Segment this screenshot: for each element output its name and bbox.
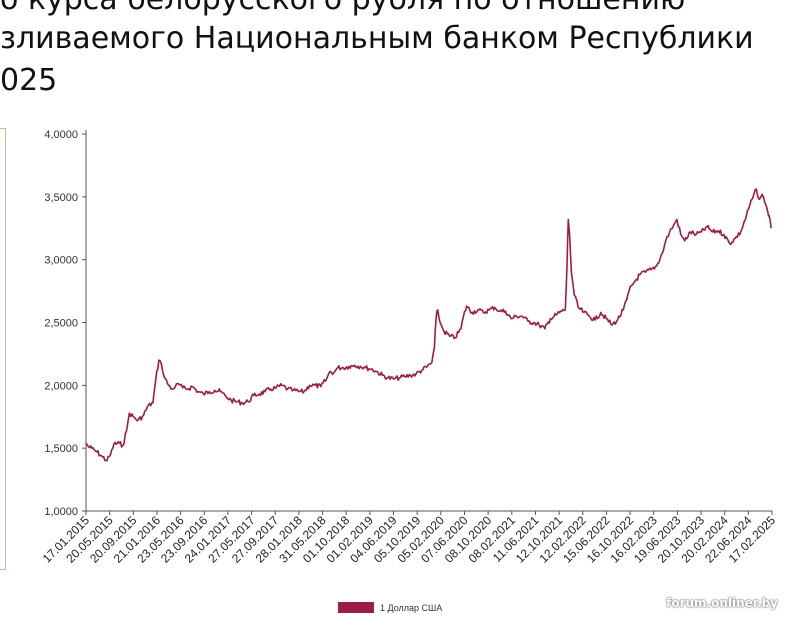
y-tick-label: 3,5000 — [44, 192, 78, 204]
watermark: forum.onliner.by — [666, 596, 778, 610]
chart-title-line-3: 025 — [0, 63, 58, 98]
y-axis: 1,0000 1,5000 2,0000 2,5000 3,0000 3,5000 4,00… — [44, 129, 87, 518]
y-tick-label: 1,0000 — [44, 506, 78, 518]
line-chart: 1,0000 1,5000 2,0000 2,5000 3,0000 3,5000 4,00… — [40, 129, 779, 566]
legend-label: 1 Доллар США — [380, 602, 443, 613]
chart-title-line-1: о курса белорусского рубля по отношению — [0, 0, 685, 15]
legend-swatch — [338, 602, 374, 613]
chart-title-line-2: зливаемого Национальным банком Республик… — [0, 21, 754, 56]
left-panel-frame — [0, 128, 6, 570]
y-tick-label: 4,0000 — [44, 129, 78, 141]
y-tick-label: 2,0000 — [44, 380, 78, 392]
y-tick-label: 3,0000 — [44, 255, 78, 267]
y-tick-label: 2,5000 — [44, 318, 78, 330]
legend: 1 Доллар США — [338, 602, 442, 613]
x-axis: 17.01.201520.05.201520.09.201521.01.2016… — [40, 510, 778, 566]
y-tick-label: 1,5000 — [44, 443, 78, 455]
series-layer — [85, 188, 772, 462]
series-line-0 — [85, 188, 772, 462]
